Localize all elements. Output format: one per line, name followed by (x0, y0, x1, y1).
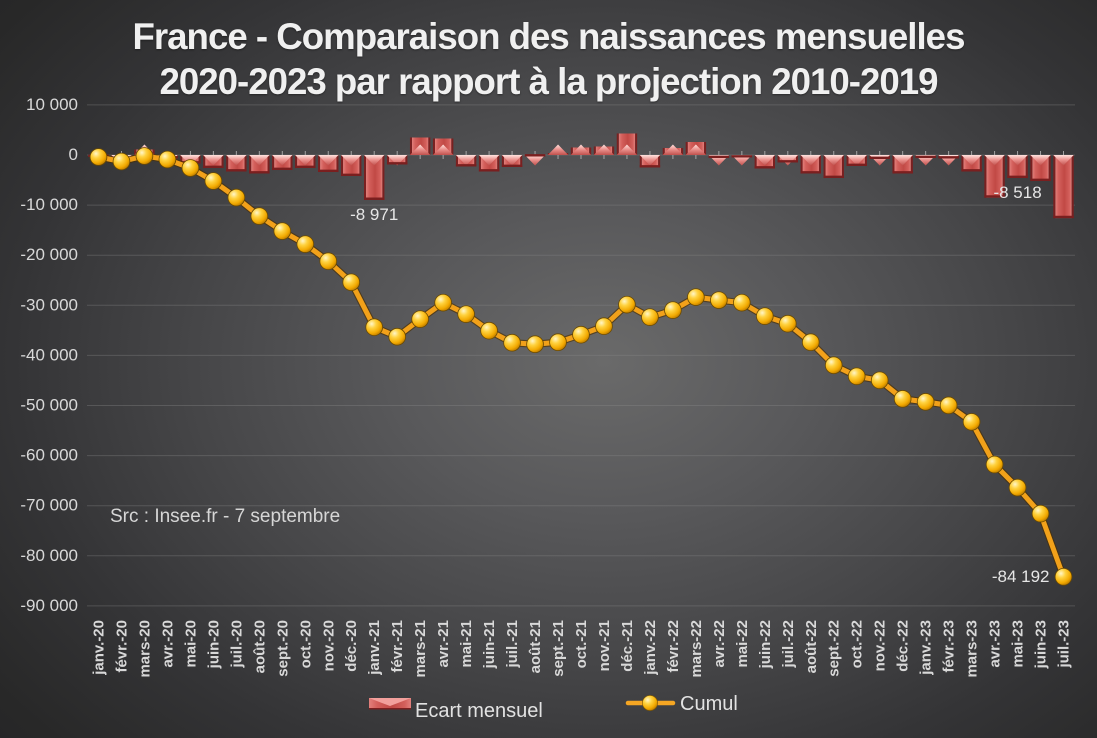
svg-text:Cumul: Cumul (680, 693, 738, 715)
svg-text:Ecart mensuel: Ecart mensuel (415, 700, 543, 722)
